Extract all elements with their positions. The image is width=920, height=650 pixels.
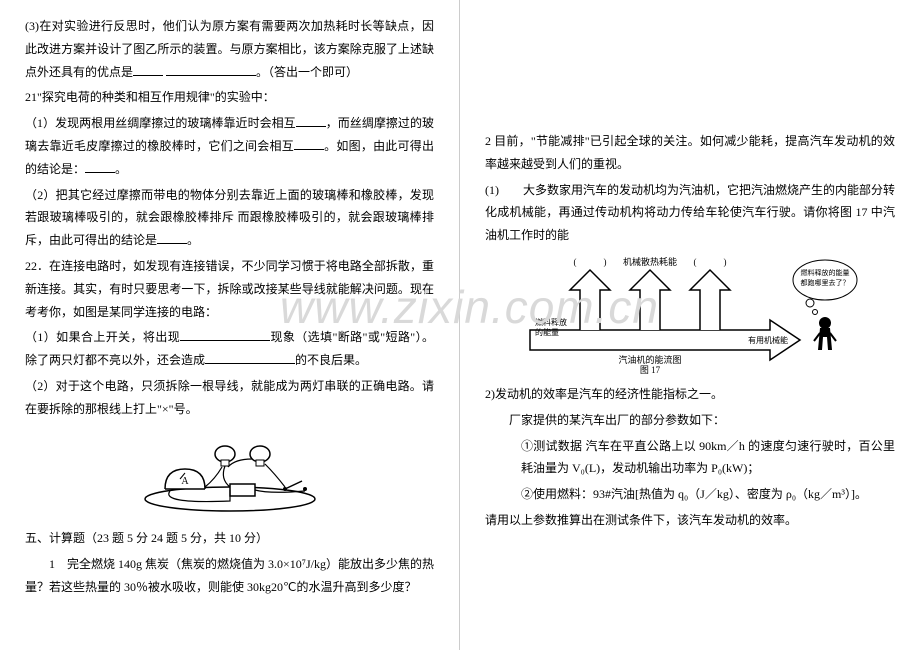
calc-q2-request: 请用以上参数推算出在测试条件下，该汽车发动机的效率。 (485, 509, 895, 532)
q21-2b: 。 (187, 233, 199, 247)
q21-1d: 。 (115, 162, 127, 176)
bubble-line2: 都跑哪里去了？ (801, 278, 850, 287)
q21-1a: （1）发现两根用丝绸摩擦过的玻璃棒靠近时会相互 (25, 116, 296, 130)
left-column: (3)在对实验进行反思时，他们认为原方案有需要两次加热耗时长等缺点，因此改进方案… (0, 0, 460, 650)
input-label-2: 的能量 (535, 327, 559, 337)
calc-q2-part1: (1) 大多数家用汽车的发动机均为汽油机，它把汽油燃烧产生的内能部分转化成机械能… (485, 179, 895, 247)
q22-part1: （1）如果合上开关，将出现现象（选填"断路"或"短路"）。除了两只灯都不亮以外，… (25, 326, 434, 372)
calc-q1: 1 完全燃烧 140g 焦炭（焦炭的燃烧值为 3.0×10⁷J/kg）能放出多少… (25, 553, 434, 599)
engine-energy-diagram: ( ) 机械散热耗能 ( ) 燃料释放 的能量 有用机械能 汽油机的能流图 图 … (520, 255, 860, 375)
q20-part3: (3)在对实验进行反思时，他们认为原方案有需要两次加热耗时长等缺点，因此改进方案… (25, 15, 434, 83)
bubble-line1: 燃料释放的能量 (801, 268, 850, 277)
page-container: (3)在对实验进行反思时，他们认为原方案有需要两次加热耗时长等缺点，因此改进方案… (0, 0, 920, 650)
q21-part1: （1）发现两根用丝绸摩擦过的玻璃棒靠近时会相互，而丝绸摩擦过的玻璃去靠近毛皮摩擦… (25, 112, 434, 180)
arrow1-label: ( ) (574, 257, 607, 267)
blank (180, 327, 270, 341)
q21-part2: （2）把其它经过摩擦而带电的物体分别去靠近上面的玻璃棒和橡胶棒，发现若跟玻璃棒吸… (25, 184, 434, 252)
diagram-title: 汽油机的能流图 (618, 354, 681, 365)
diagram-caption: 图 17 (640, 365, 661, 375)
calc-q2-param1: ①测试数据 汽车在平直公路上以 90km／h 的速度匀速行驶时，百公里耗油量为 … (485, 435, 895, 481)
q21-2a: （2）把其它经过摩擦而带电的物体分别去靠近上面的玻璃棒和橡胶棒，发现若跟玻璃棒吸… (25, 188, 434, 248)
arrow3-label: ( ) (694, 257, 727, 267)
top-spacer (485, 15, 895, 130)
section-5-title: 五、计算题（23 题 5 分 24 题 5 分，共 10 分） (25, 527, 434, 550)
q22-1a: （1）如果合上开关，将出现 (25, 330, 180, 344)
blank (166, 62, 256, 76)
blank (296, 113, 326, 127)
blank (85, 159, 115, 173)
circuit-diagram: A (130, 429, 330, 519)
calc-q2-params-intro: 厂家提供的某汽车出厂的部分参数如下： (485, 409, 895, 432)
q20-3-tail: 。（答出一个即可） (256, 65, 358, 79)
output-label: 有用机械能 (748, 335, 788, 345)
arrow2-label: 机械散热耗能 (623, 256, 677, 267)
blank (294, 136, 324, 150)
q22-part2: （2）对于这个电路，只须拆除一根导线，就能成为两灯串联的正确电路。请在要拆除的那… (25, 375, 434, 421)
calc-q2-intro: 2 目前，"节能减排"已引起全球的关注。如何减少能耗，提高汽车发动机的效率越来越… (485, 130, 895, 176)
blank (205, 350, 295, 364)
input-label-1: 燃料释放 (535, 317, 567, 327)
ammeter-label: A (181, 476, 189, 487)
q22-intro: 22．在连接电路时，如发现有连接错误，不少同学习惯于将电路全部拆散，重新连接。其… (25, 255, 434, 323)
q21-title: 21"探究电荷的种类和相互作用规律"的实验中： (25, 86, 434, 109)
blank (157, 230, 187, 244)
blank (133, 62, 163, 76)
q22-1c: 的不良后果。 (295, 353, 367, 367)
calc-q2-param2: ②使用燃料：93#汽油[热值为 q₀（J／kg）、密度为 ρ₀（kg／m³）]。 (485, 483, 895, 506)
calc-q2-part2-title: 2)发动机的效率是汽车的经济性能指标之一。 (485, 383, 895, 406)
right-column: 2 目前，"节能减排"已引起全球的关注。如何减少能耗，提高汽车发动机的效率越来越… (460, 0, 920, 650)
